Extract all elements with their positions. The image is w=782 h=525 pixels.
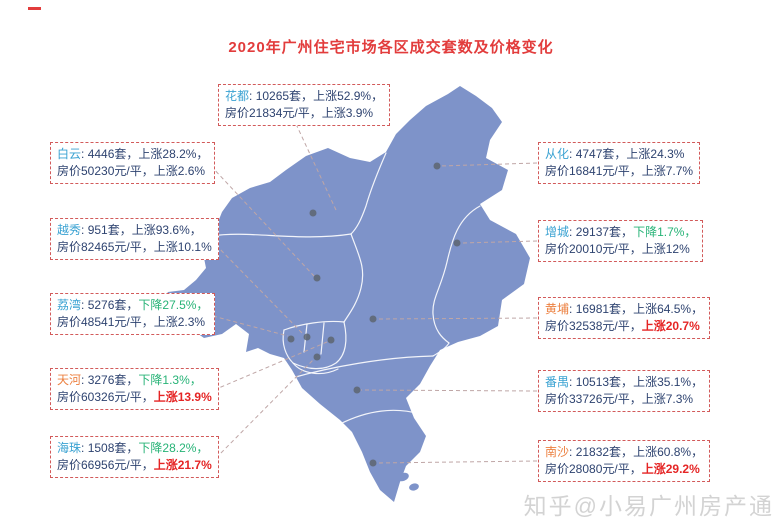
callout-zengcheng: 增城: 29137套，下降1.7%， 房价20010元/平，上涨12% (538, 220, 704, 262)
district-name: 荔湾 (57, 298, 82, 312)
corner-dash-mark (28, 7, 41, 10)
sep: : (81, 298, 88, 312)
price-change: 上涨12% (641, 242, 690, 256)
callout-haizhu: 海珠: 1508套，下降28.2%， 房价66956元/平，上涨21.7% (50, 436, 219, 478)
price-change: 上涨3.9% (321, 106, 374, 120)
units-sold: 5276套， (87, 298, 139, 312)
district-name: 花都 (225, 89, 250, 103)
sep: : (569, 375, 576, 389)
units-change: 下降1.7%， (633, 225, 697, 239)
zhihu-watermark: 知乎@小易广州房产通 (523, 493, 774, 519)
sep: : (569, 225, 576, 239)
sep: : (81, 441, 88, 455)
district-name: 从化 (545, 147, 570, 161)
price-change: 上涨7.7% (641, 164, 694, 178)
callout-huadu: 花都: 10265套，上涨52.9%， 房价21834元/平，上涨3.9% (218, 84, 391, 126)
avg-price: 房价28080元/平， (545, 462, 642, 476)
callout-liwan: 荔湾: 5276套，下降27.5%， 房价48541元/平，上涨2.3% (50, 293, 216, 335)
units-change: 上涨52.9%， (313, 89, 384, 103)
district-name: 白云 (57, 147, 82, 161)
units-sold: 16981套， (575, 302, 634, 316)
district-name: 南沙 (545, 445, 570, 459)
sep: : (81, 147, 88, 161)
price-change: 上涨10.1% (153, 240, 212, 254)
units-change: 上涨60.8%， (633, 445, 704, 459)
district-name: 海珠 (57, 441, 82, 455)
avg-price: 房价32538元/平， (545, 319, 642, 333)
district-name: 番禺 (545, 375, 570, 389)
price-change: 上涨29.2% (641, 462, 700, 476)
price-change: 上涨13.9% (153, 390, 212, 404)
avg-price: 房价82465元/平， (57, 240, 154, 254)
avg-price: 房价16841元/平， (545, 164, 642, 178)
units-change: 下降1.3%， (138, 373, 202, 387)
units-sold: 10265套， (255, 89, 314, 103)
callout-panyu: 番禺: 10513套，上涨35.1%， 房价33726元/平，上涨7.3% (538, 370, 711, 412)
page-title: 2020年广州住宅市场各区成交套数及价格变化 (228, 39, 554, 56)
sep: : (569, 147, 576, 161)
units-sold: 3276套， (87, 373, 139, 387)
units-change: 下降28.2%， (138, 441, 209, 455)
callout-yuexiu: 越秀: 951套，上涨93.6%， 房价82465元/平，上涨10.1% (50, 218, 219, 260)
price-change: 上涨2.6% (153, 164, 206, 178)
district-boundaries (211, 152, 481, 425)
price-change: 上涨2.3% (153, 315, 206, 329)
units-change: 上涨64.5%， (633, 302, 704, 316)
callout-conghua: 从化: 4747套，上涨24.3% 房价16841元/平，上涨7.7% (538, 142, 701, 184)
price-change: 上涨7.3% (641, 392, 694, 406)
avg-price: 房价50230元/平， (57, 164, 154, 178)
map-land-shape (158, 86, 530, 502)
avg-price: 房价21834元/平， (225, 106, 322, 120)
units-sold: 951套， (87, 223, 132, 237)
sep: : (569, 445, 576, 459)
avg-price: 房价66956元/平， (57, 458, 154, 472)
price-change: 上涨20.7% (641, 319, 700, 333)
callout-nansha: 南沙: 21832套，上涨60.8%， 房价28080元/平，上涨29.2% (538, 440, 711, 482)
map-island (409, 483, 419, 491)
sep: : (249, 89, 256, 103)
district-name: 黄埔 (545, 302, 570, 316)
avg-price: 房价33726元/平， (545, 392, 642, 406)
units-sold: 1508套， (87, 441, 139, 455)
sep: : (81, 223, 88, 237)
units-change: 上涨35.1%， (633, 375, 704, 389)
callout-tianhe: 天河: 3276套，下降1.3%， 房价60326元/平，上涨13.9% (50, 368, 219, 410)
avg-price: 房价48541元/平， (57, 315, 154, 329)
district-name: 增城 (545, 225, 570, 239)
leader-lines (210, 123, 538, 464)
callout-huangpu: 黄埔: 16981套，上涨64.5%， 房价32538元/平，上涨20.7% (538, 297, 711, 339)
units-sold: 4747套， (575, 147, 627, 161)
units-change: 上涨24.3% (626, 147, 685, 161)
price-change: 上涨21.7% (153, 458, 212, 472)
units-sold: 29137套， (575, 225, 634, 239)
sep: : (81, 373, 88, 387)
units-change: 下降27.5%， (138, 298, 209, 312)
units-sold: 10513套， (575, 375, 634, 389)
district-name: 天河 (57, 373, 82, 387)
avg-price: 房价20010元/平， (545, 242, 642, 256)
district-name: 越秀 (57, 223, 82, 237)
district-markers (287, 162, 461, 467)
units-sold: 21832套， (575, 445, 634, 459)
avg-price: 房价60326元/平， (57, 390, 154, 404)
sep: : (569, 302, 576, 316)
callout-baiyun: 白云: 4446套，上涨28.2%， 房价50230元/平，上涨2.6% (50, 142, 216, 184)
map-island (397, 472, 409, 482)
units-change: 上涨93.6%， (131, 223, 202, 237)
units-change: 上涨28.2%， (138, 147, 209, 161)
units-sold: 4446套， (87, 147, 139, 161)
